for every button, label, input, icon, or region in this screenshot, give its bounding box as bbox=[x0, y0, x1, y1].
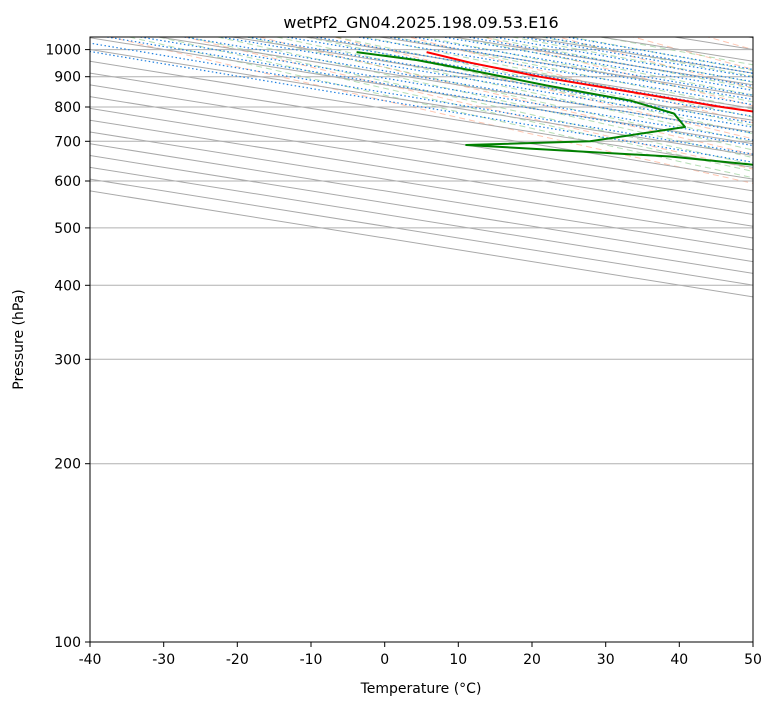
isotherm-line bbox=[90, 72, 753, 180]
dewpoint-line bbox=[356, 51, 753, 166]
isotherm-line bbox=[90, 96, 753, 204]
x-tick-label: 30 bbox=[597, 652, 615, 668]
y-tick-label: 400 bbox=[54, 278, 81, 294]
axis-ticks: -40 -30 -20 -10 0 10 20 30 40 50 100 200 300 400 500 60… bbox=[45, 43, 762, 668]
mixing-ratio-line bbox=[517, 37, 753, 78]
y-tick-label: 200 bbox=[54, 457, 81, 473]
moist-adiabat-line bbox=[276, 37, 753, 143]
x-tick-label: -40 bbox=[79, 652, 102, 668]
isotherm-line bbox=[90, 119, 753, 227]
mixing-ratio-line bbox=[440, 37, 753, 91]
y-tick-label: 1000 bbox=[45, 43, 81, 59]
y-axis-label: Pressure (hPa) bbox=[11, 289, 27, 389]
x-tick-label: 50 bbox=[744, 652, 762, 668]
y-tick-label: 700 bbox=[54, 134, 81, 150]
y-tick-label: 300 bbox=[54, 352, 81, 368]
dry-adiabat-line bbox=[332, 37, 753, 140]
moist-adiabat-line bbox=[394, 37, 753, 110]
y-tick-label: 100 bbox=[54, 635, 81, 651]
moist-adiabat-line bbox=[129, 37, 753, 179]
isotherm-line bbox=[90, 60, 753, 168]
moist-adiabat-line bbox=[364, 37, 753, 118]
y-tick-label: 900 bbox=[54, 70, 81, 86]
moist-adiabat-line bbox=[306, 37, 753, 135]
temperature-line bbox=[426, 51, 753, 113]
mixing-ratio-line bbox=[136, 37, 753, 141]
x-tick-label: -10 bbox=[300, 652, 323, 668]
mixing-ratio-line bbox=[540, 37, 753, 74]
y-tick-label: 600 bbox=[54, 174, 81, 190]
mixing-ratio-line bbox=[90, 42, 753, 155]
mixing-ratio-line bbox=[180, 37, 753, 134]
isotherm-line bbox=[155, 37, 753, 133]
mixing-ratio-line bbox=[464, 37, 753, 87]
moist-adiabat-line bbox=[453, 37, 753, 96]
x-axis-label: Temperature (°C) bbox=[360, 681, 482, 697]
x-tick-label: -20 bbox=[226, 652, 249, 668]
moist-adiabat-line bbox=[482, 37, 753, 89]
mixing-ratio-line bbox=[243, 37, 753, 124]
x-tick-label: 10 bbox=[449, 652, 467, 668]
mixing-ratio-line bbox=[90, 50, 753, 163]
x-tick-label: 40 bbox=[670, 652, 688, 668]
moist-adiabat-line bbox=[217, 37, 753, 159]
plot-frame bbox=[89, 36, 754, 643]
series-layer bbox=[356, 51, 753, 166]
background-lines bbox=[90, 37, 753, 642]
isotherm-line bbox=[90, 84, 753, 192]
isotherm-line bbox=[90, 107, 753, 215]
y-tick-label: 800 bbox=[54, 100, 81, 116]
x-tick-label: -30 bbox=[152, 652, 175, 668]
mixing-ratio-line bbox=[490, 37, 753, 83]
x-tick-label: 0 bbox=[380, 652, 389, 668]
y-tick-label: 500 bbox=[54, 221, 81, 237]
isotherm-line bbox=[90, 49, 753, 157]
moist-adiabat-line bbox=[188, 37, 753, 166]
mixing-ratio-line bbox=[103, 37, 753, 147]
chart-title: wetPf2_GN04.2025.198.09.53.E16 bbox=[283, 13, 558, 33]
x-tick-label: 20 bbox=[523, 652, 541, 668]
